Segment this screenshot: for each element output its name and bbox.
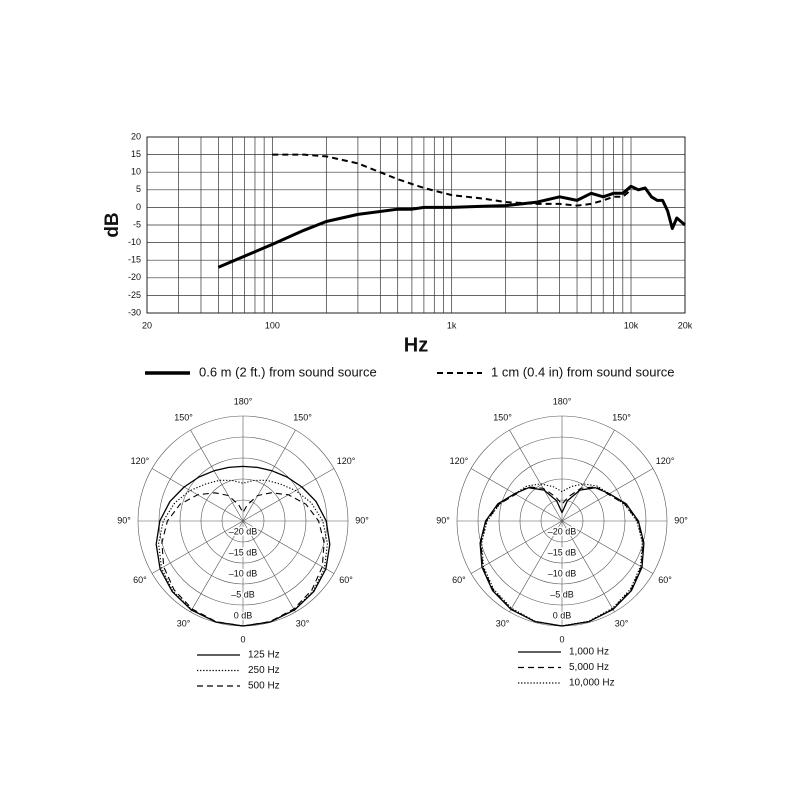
angle-label: 150° (293, 412, 312, 422)
ring-label: 0 dB (553, 610, 572, 620)
angle-label: 180° (234, 396, 253, 406)
angle-label: 90° (436, 515, 450, 525)
angle-label: 0 (240, 634, 245, 644)
x-tick-label: 20k (678, 320, 693, 330)
angle-label: 60° (339, 575, 353, 585)
polar-spoke (561, 520, 615, 613)
angle-label: 60° (658, 575, 672, 585)
angle-label: 0 (559, 634, 564, 644)
y-tick-label: 0 (136, 202, 141, 212)
legend-label: 5,000 Hz (569, 662, 609, 673)
angle-label: 30° (177, 618, 191, 628)
x-tick-label: 10k (624, 320, 639, 330)
polar-spoke (561, 468, 654, 522)
ring-label: –5 dB (231, 589, 255, 599)
y-tick-label: 15 (131, 149, 141, 159)
y-tick-label: -10 (128, 237, 141, 247)
angle-label: 30° (496, 618, 510, 628)
polar-spoke (470, 520, 563, 574)
polar-spoke (509, 520, 563, 613)
polar-spoke (190, 429, 244, 522)
y-tick-label: -30 (128, 307, 141, 317)
polar-spoke (509, 429, 563, 522)
polar-pattern (480, 486, 644, 627)
ring-label: –15 dB (229, 547, 258, 557)
y-tick-label: 5 (136, 184, 141, 194)
angle-label: 30° (615, 618, 629, 628)
y-axis-label: dB (102, 212, 123, 237)
y-tick-label: -5 (133, 219, 141, 229)
x-tick-label: 20 (142, 320, 152, 330)
y-tick-label: 20 (131, 131, 141, 141)
data-line (217, 184, 686, 269)
legend-label: 250 Hz (248, 665, 280, 676)
legend-label: 0.6 m (2 ft.) from sound source (199, 364, 377, 379)
angle-label: 60° (133, 575, 147, 585)
x-axis-label: Hz (404, 334, 428, 356)
angle-label: 120° (131, 456, 150, 466)
x-tick-label: 1k (447, 320, 457, 330)
angle-label: 60° (452, 575, 466, 585)
y-tick-label: 10 (131, 167, 141, 177)
polar-pattern (481, 483, 643, 627)
angle-label: 120° (656, 456, 675, 466)
polar-spoke (242, 520, 335, 574)
legend-label: 1,000 Hz (569, 647, 609, 658)
angle-label: 180° (553, 396, 572, 406)
polar-spoke (470, 468, 563, 522)
polar-pattern (479, 487, 645, 627)
ring-label: –10 dB (229, 568, 258, 578)
polar-spoke (561, 429, 615, 522)
ring-label: –20 dB (229, 526, 258, 536)
x-tick-label: 100 (265, 320, 280, 330)
legend-label: 1 cm (0.4 in) from sound source (491, 364, 675, 379)
angle-label: 90° (355, 515, 369, 525)
y-tick-label: -25 (128, 290, 141, 300)
angle-label: 150° (174, 412, 193, 422)
ring-label: –15 dB (548, 547, 577, 557)
y-tick-label: -15 (128, 255, 141, 265)
angle-label: 30° (296, 618, 310, 628)
legend-label: 500 Hz (248, 681, 280, 692)
ring-label: 0 dB (234, 610, 253, 620)
legend-label: 10,000 Hz (569, 678, 615, 689)
data-line (272, 153, 632, 207)
angle-label: 120° (450, 456, 469, 466)
polar-spoke (190, 520, 244, 613)
angle-label: 90° (117, 515, 131, 525)
polar-spoke (242, 429, 296, 522)
ring-label: –10 dB (548, 568, 577, 578)
y-tick-label: -20 (128, 272, 141, 282)
ring-label: –20 dB (548, 526, 577, 536)
legend-label: 125 Hz (248, 650, 280, 661)
angle-label: 150° (612, 412, 631, 422)
angle-label: 120° (337, 456, 356, 466)
polar-pattern (158, 479, 328, 627)
polar-spoke (242, 520, 296, 613)
angle-label: 150° (493, 412, 512, 422)
polar-spoke (561, 520, 654, 574)
polar-pattern (161, 492, 325, 627)
ring-label: –5 dB (550, 589, 574, 599)
polar-spoke (151, 520, 244, 574)
polar-pattern (155, 465, 331, 627)
angle-label: 90° (674, 515, 688, 525)
